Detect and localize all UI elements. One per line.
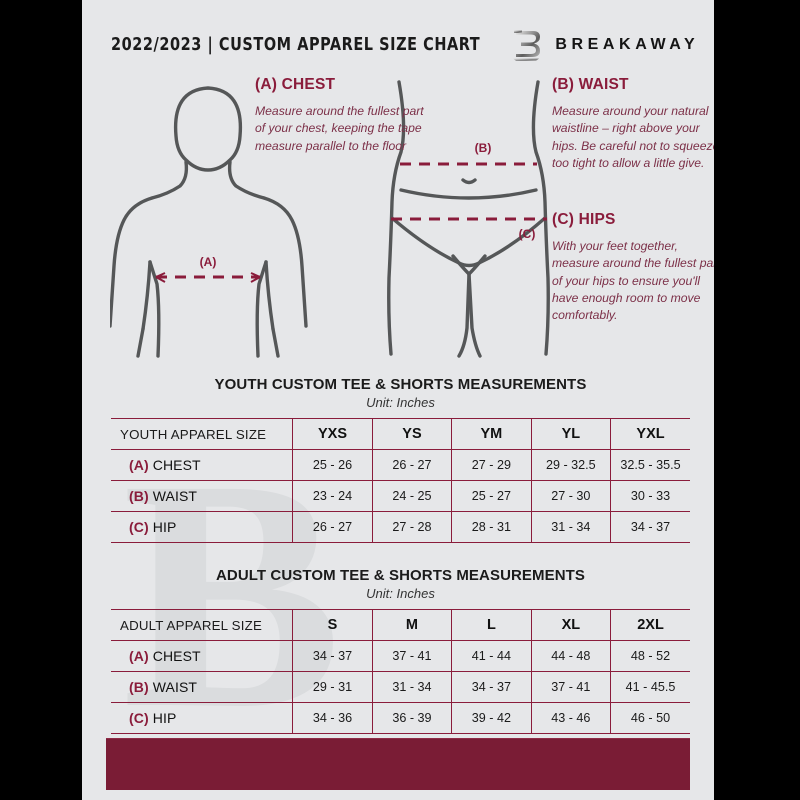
- youth-waist-yxl: 30 - 33: [610, 480, 690, 512]
- waist-marker-label: (B): [475, 141, 492, 155]
- adult-hip-l: 39 - 42: [451, 702, 532, 734]
- youth-apparel-size-header: YOUTH APPAREL SIZE: [111, 418, 293, 450]
- table-row: (C) HIP 26 - 27 27 - 28 28 - 31 31 - 34 34 - …: [111, 511, 690, 543]
- brand-lockup: BREAKAWAY: [512, 28, 699, 62]
- hip-marker-label: (C): [519, 227, 536, 241]
- youth-size-header-yl: YL: [530, 418, 611, 450]
- adult-chest-m: 37 - 41: [371, 640, 452, 672]
- adult-waist-xl: 37 - 41: [530, 671, 611, 703]
- waist-description-block: (B) WAIST Measure around your natural wa…: [552, 76, 714, 172]
- adult-hip-xl: 43 - 46: [530, 702, 611, 734]
- table-row: (C) HIP 34 - 36 36 - 39 39 - 42 43 - 46 46 - …: [111, 702, 690, 734]
- measurement-tag: (B): [129, 679, 149, 695]
- table-row: (B) WAIST 29 - 31 31 - 34 34 - 37 37 - 41 41 …: [111, 671, 690, 703]
- adult-size-header-m: M: [371, 609, 452, 641]
- youth-hip-ym: 28 - 31: [451, 511, 532, 543]
- measurement-diagrams: (A) (B) (C): [82, 74, 714, 364]
- youth-chest-ym: 27 - 29: [451, 449, 532, 481]
- youth-row-label-waist: (B) WAIST: [111, 480, 293, 512]
- waist-description-body: Measure around your natural waistline – …: [552, 104, 714, 170]
- youth-waist-ys: 24 - 25: [371, 480, 452, 512]
- adult-size-header-xl: XL: [530, 609, 611, 641]
- youth-waist-yl: 27 - 30: [530, 480, 611, 512]
- upper-body-diagram: (A): [110, 86, 308, 358]
- chest-marker-label: (A): [200, 255, 217, 269]
- adult-chest-2xl: 48 - 52: [610, 640, 690, 672]
- adult-row-label-chest: (A) CHEST: [111, 640, 293, 672]
- youth-row-label-chest: (A) CHEST: [111, 449, 293, 481]
- chest-description-title: (A) CHEST: [255, 76, 336, 93]
- adult-apparel-size-header: ADULT APPAREL SIZE: [111, 609, 293, 641]
- adult-size-header-s: S: [292, 609, 373, 641]
- youth-hip-ys: 27 - 28: [371, 511, 452, 543]
- youth-hip-yl: 31 - 34: [530, 511, 611, 543]
- adult-table-header-row: ADULT APPAREL SIZE S M L XL 2XL: [111, 609, 690, 641]
- measurement-tag: (A): [129, 457, 149, 473]
- youth-hip-yxl: 34 - 37: [610, 511, 690, 543]
- adult-size-table: ADULT APPAREL SIZE S M L XL 2XL (A) CHEST 34 - …: [111, 609, 690, 734]
- youth-chest-yxl: 32.5 - 35.5: [610, 449, 690, 481]
- size-chart-page: B 2022/2023 | CUSTOM APPAREL SIZE CHART: [82, 0, 714, 800]
- adult-chest-s: 34 - 37: [292, 640, 373, 672]
- measurement-tag: (B): [129, 488, 149, 504]
- footer-bar: [106, 738, 690, 790]
- youth-size-table: YOUTH APPAREL SIZE YXS YS YM YL YXL (A) CHEST 2…: [111, 418, 690, 543]
- adult-waist-m: 31 - 34: [371, 671, 452, 703]
- adult-table-unit: Unit: Inches: [366, 586, 435, 601]
- youth-table-header-row: YOUTH APPAREL SIZE YXS YS YM YL YXL: [111, 418, 690, 450]
- youth-waist-yxs: 23 - 24: [292, 480, 373, 512]
- breakaway-b-logo-icon: [512, 28, 542, 62]
- adult-size-header-2xl: 2XL: [610, 609, 690, 641]
- page-header: 2022/2023 | CUSTOM APPAREL SIZE CHART: [82, 0, 714, 72]
- waist-description-title: (B) WAIST: [552, 76, 629, 93]
- adult-waist-s: 29 - 31: [292, 671, 373, 703]
- adult-hip-m: 36 - 39: [371, 702, 452, 734]
- table-row: (B) WAIST 23 - 24 24 - 25 25 - 27 27 - 30 30 …: [111, 480, 690, 512]
- adult-row-label-hip: (C) HIP: [111, 702, 293, 734]
- adult-hip-s: 34 - 36: [292, 702, 373, 734]
- youth-waist-ym: 25 - 27: [451, 480, 532, 512]
- chest-description-body: Measure around the fullest part of your …: [255, 104, 424, 153]
- youth-size-header-ym: YM: [451, 418, 532, 450]
- hips-description-title: (C) HIPS: [552, 211, 616, 228]
- youth-size-header-yxs: YXS: [292, 418, 373, 450]
- hips-description-body: With your feet together, measure around …: [552, 239, 714, 323]
- youth-table-unit: Unit: Inches: [366, 395, 435, 410]
- youth-row-label-hip: (C) HIP: [111, 511, 293, 543]
- youth-size-table-block: YOUTH CUSTOM TEE & SHORTS MEASUREMENTS U…: [82, 376, 714, 543]
- youth-hip-yxs: 26 - 27: [292, 511, 373, 543]
- youth-table-title: YOUTH CUSTOM TEE & SHORTS MEASUREMENTS: [214, 376, 587, 393]
- page-title: 2022/2023 | CUSTOM APPAREL SIZE CHART: [111, 35, 481, 55]
- youth-size-header-ys: YS: [371, 418, 452, 450]
- adult-waist-2xl: 41 - 45.5: [610, 671, 690, 703]
- measurement-tag: (A): [129, 648, 149, 664]
- measurement-tag: (C): [129, 519, 149, 535]
- adult-chest-xl: 44 - 48: [530, 640, 611, 672]
- chest-description-block: (A) CHEST Measure around the fullest par…: [255, 76, 430, 155]
- adult-size-header-l: L: [451, 609, 532, 641]
- measurement-tag: (C): [129, 710, 149, 726]
- table-row: (A) CHEST 25 - 26 26 - 27 27 - 29 29 - 32.5 3…: [111, 449, 690, 481]
- brand-name: BREAKAWAY: [555, 36, 700, 53]
- youth-chest-yl: 29 - 32.5: [530, 449, 611, 481]
- youth-size-header-yxl: YXL: [610, 418, 690, 450]
- table-row: (A) CHEST 34 - 37 37 - 41 41 - 44 44 - 48 48 …: [111, 640, 690, 672]
- hips-description-block: (C) HIPS With your feet together, measur…: [552, 211, 714, 325]
- lower-body-diagram: (B) (C): [387, 80, 550, 358]
- adult-size-table-block: ADULT CUSTOM TEE & SHORTS MEASUREMENTS U…: [82, 567, 714, 734]
- adult-table-title: ADULT CUSTOM TEE & SHORTS MEASUREMENTS: [215, 567, 586, 584]
- adult-row-label-waist: (B) WAIST: [111, 671, 293, 703]
- adult-waist-l: 34 - 37: [451, 671, 532, 703]
- adult-chest-l: 41 - 44: [451, 640, 532, 672]
- youth-chest-yxs: 25 - 26: [292, 449, 373, 481]
- youth-chest-ys: 26 - 27: [371, 449, 452, 481]
- adult-hip-2xl: 46 - 50: [610, 702, 690, 734]
